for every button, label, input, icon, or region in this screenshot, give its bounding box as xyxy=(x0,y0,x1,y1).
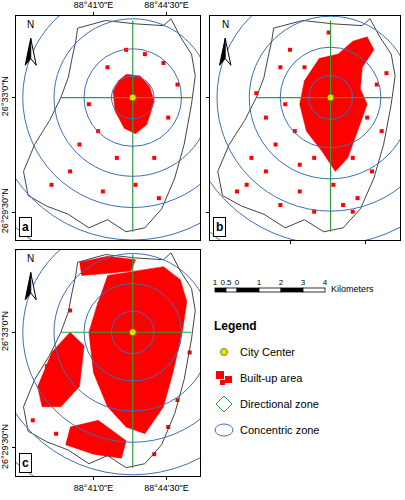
svg-text:c: c xyxy=(22,456,29,470)
svg-text:88°44'30"E: 88°44'30"E xyxy=(144,0,189,10)
svg-text:3: 3 xyxy=(301,278,306,287)
svg-text:N: N xyxy=(27,253,34,264)
svg-text:N: N xyxy=(222,19,229,30)
svg-text:Legend: Legend xyxy=(214,319,257,333)
svg-text:26°33'0"N: 26°33'0"N xyxy=(0,76,10,116)
svg-text:Built-up area: Built-up area xyxy=(240,372,303,384)
svg-text:1: 1 xyxy=(213,278,218,287)
svg-text:b: b xyxy=(216,220,223,234)
svg-text:4: 4 xyxy=(323,278,328,287)
svg-text:88°41'0"E: 88°41'0"E xyxy=(74,0,114,10)
svg-text:Directional zone: Directional zone xyxy=(240,398,319,410)
svg-text:a: a xyxy=(22,220,29,234)
svg-text:26°29'30"N: 26°29'30"N xyxy=(0,188,10,233)
svg-text:26°29'30"N: 26°29'30"N xyxy=(0,424,10,469)
svg-text:0.5: 0.5 xyxy=(220,278,232,287)
svg-text:88°44'30"E: 88°44'30"E xyxy=(144,483,189,493)
svg-text:2: 2 xyxy=(279,278,284,287)
svg-text:N: N xyxy=(27,19,34,30)
svg-text:City Center: City Center xyxy=(240,346,295,358)
svg-text:88°41'0"E: 88°41'0"E xyxy=(74,483,114,493)
svg-text:Kilometers: Kilometers xyxy=(331,284,374,294)
svg-text:26°33'0"N: 26°33'0"N xyxy=(0,311,10,351)
svg-text:Concentric zone: Concentric zone xyxy=(240,424,320,436)
svg-text:0: 0 xyxy=(235,278,240,287)
svg-text:1: 1 xyxy=(257,278,262,287)
